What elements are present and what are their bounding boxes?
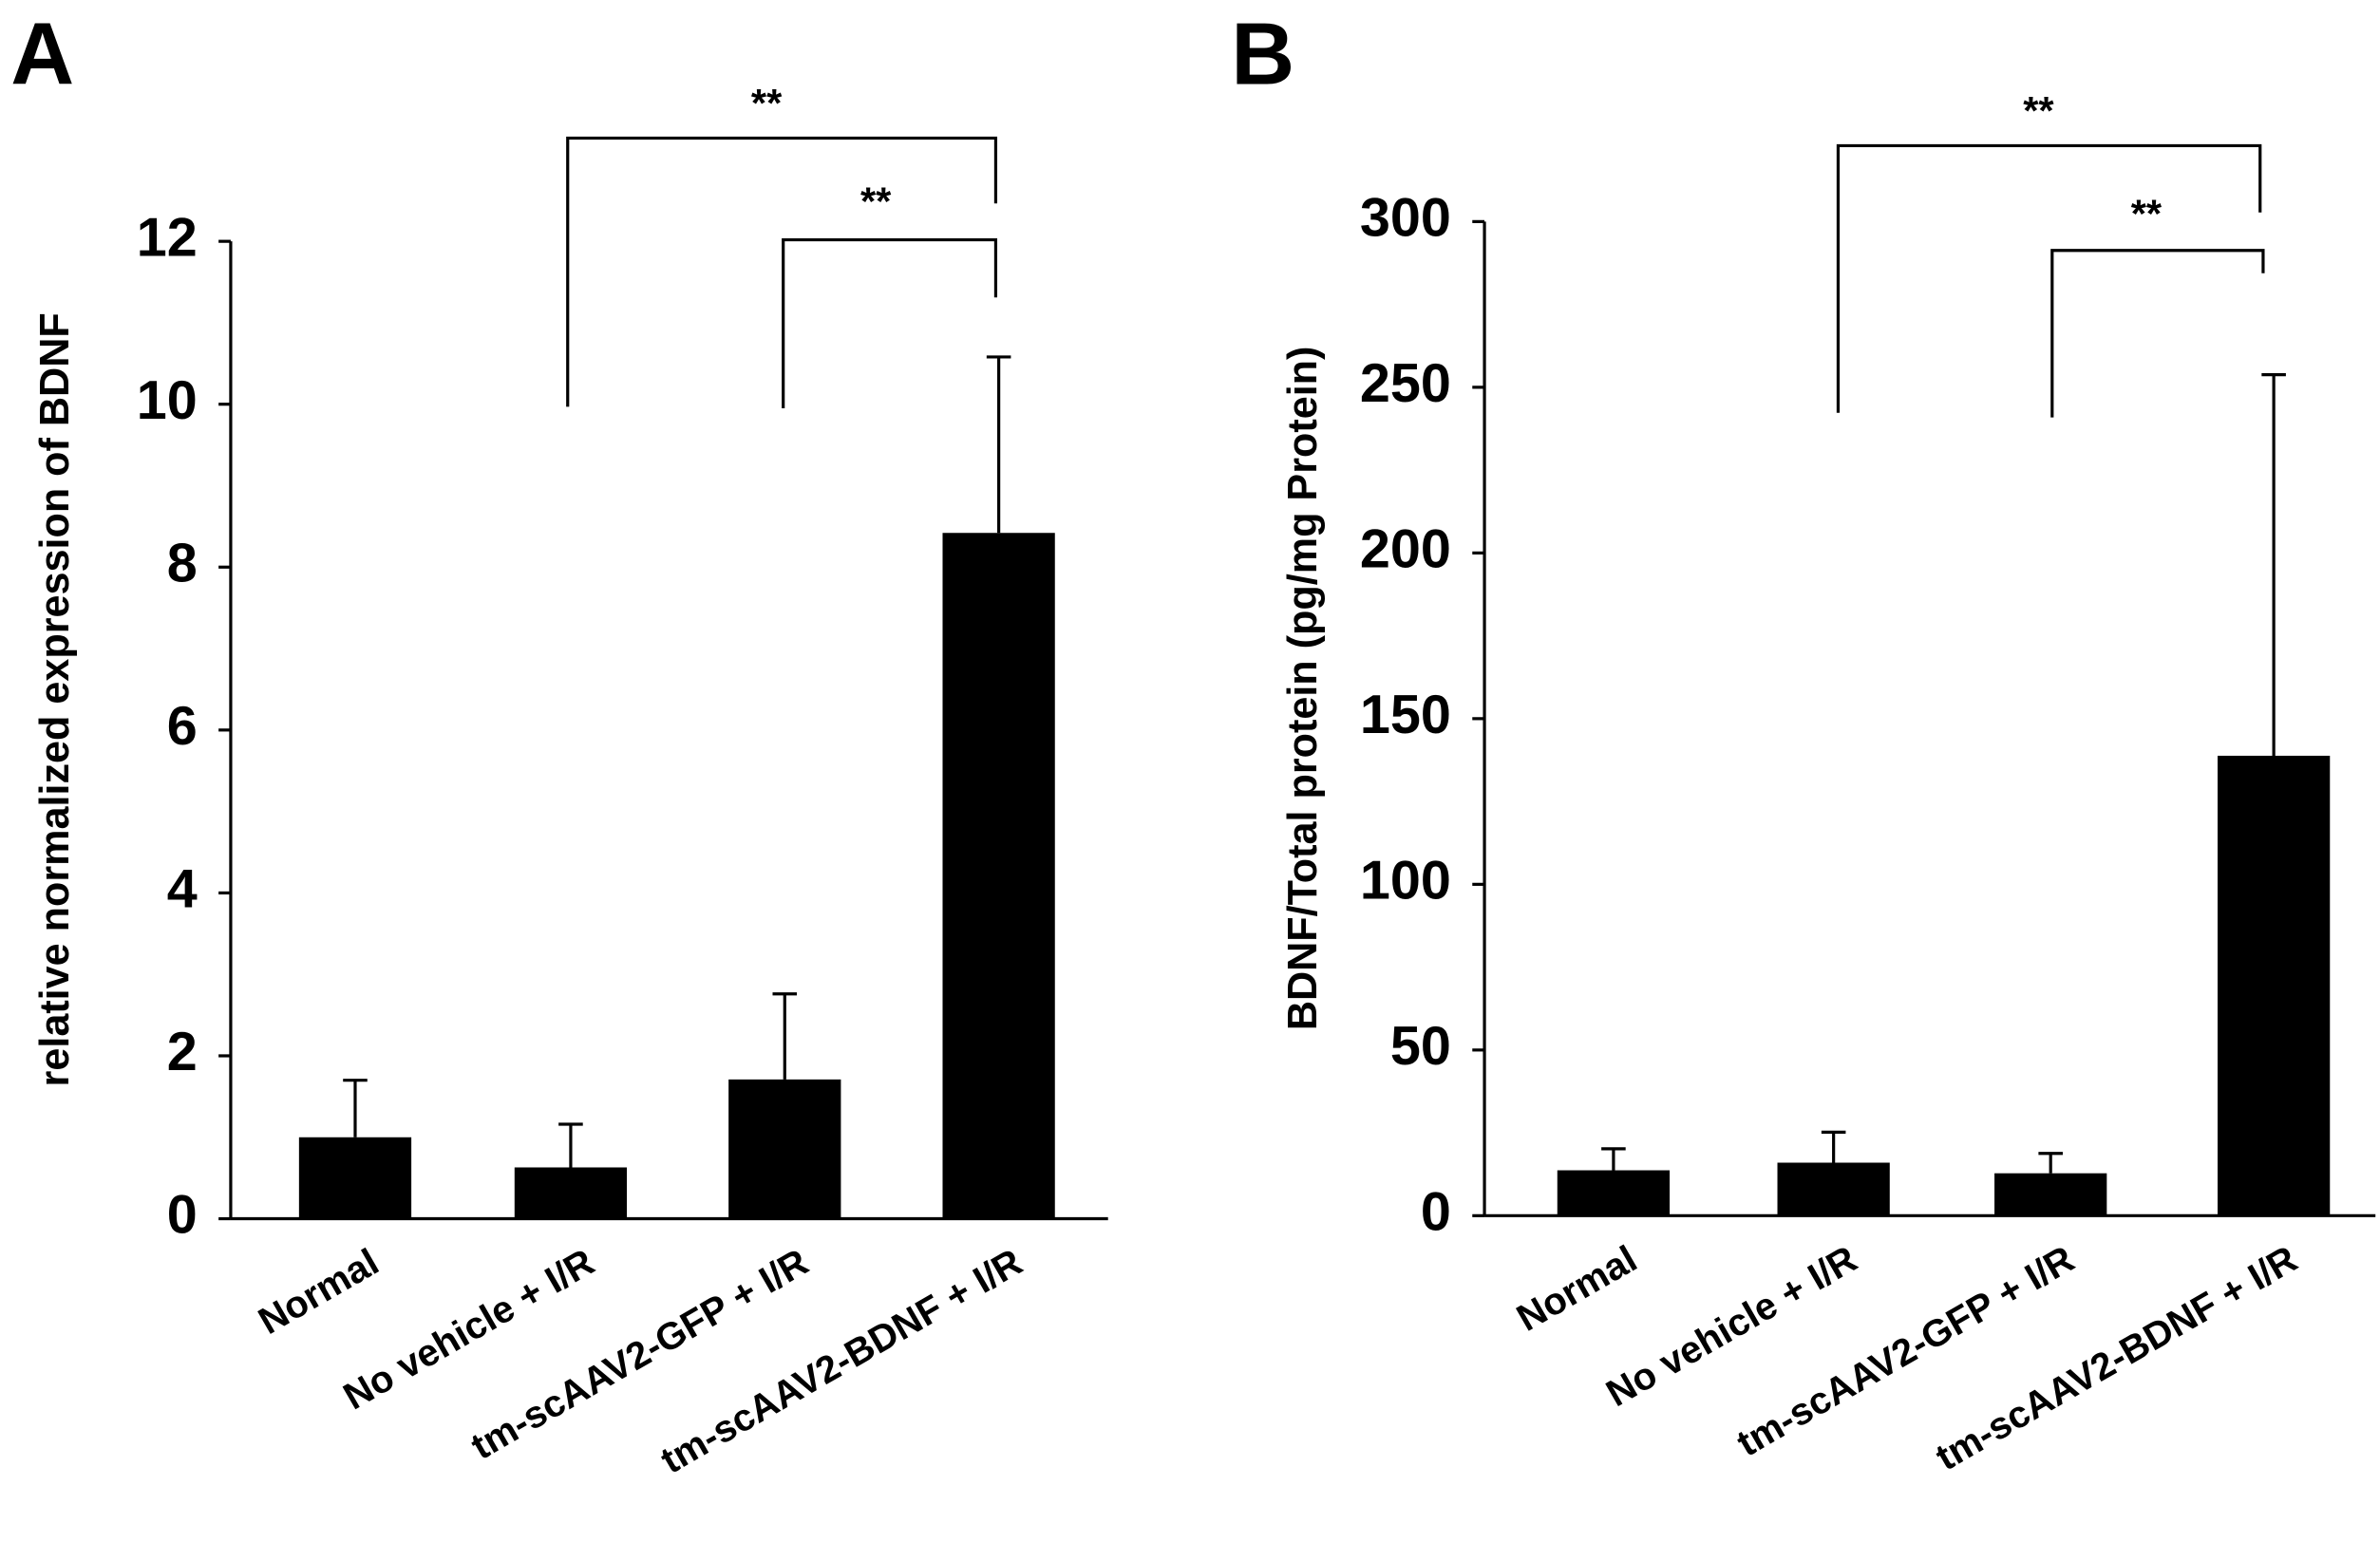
x-tick-label: tm-scAAV2-BDNF + I/R <box>1929 1238 2304 1479</box>
significance-bracket <box>566 136 998 407</box>
y-tick-label: 2 <box>167 1022 198 1082</box>
y-tick-label: 8 <box>167 533 198 593</box>
y-tick-label: 200 <box>1360 519 1451 580</box>
bar <box>1994 1173 2107 1216</box>
y-tick-label: 10 <box>137 370 198 431</box>
x-tick-label: Normal <box>252 1241 386 1343</box>
bar <box>1777 1162 1890 1216</box>
x-tick-label: tm-scAAV2-GFP + I/R <box>464 1241 816 1468</box>
y-tick-label: 150 <box>1360 685 1451 745</box>
bar <box>2217 755 2331 1216</box>
y-tick-label: 0 <box>167 1185 198 1246</box>
y-tick-label: 12 <box>137 207 198 268</box>
bar <box>298 1137 412 1219</box>
bar <box>728 1079 841 1219</box>
y-tick-label: 6 <box>167 696 198 757</box>
significance-label: ** <box>2131 192 2163 236</box>
y-axis-label: relative normalized expression of BDNF <box>32 312 78 1086</box>
y-tick-label: 100 <box>1360 851 1451 912</box>
panel-label: A <box>10 4 74 103</box>
significance-label: ** <box>860 179 892 224</box>
y-tick-label: 4 <box>167 859 198 920</box>
bar <box>1557 1170 1671 1216</box>
y-tick-label: 50 <box>1390 1016 1451 1077</box>
y-axis-label: BDNF/Total protein (pg/mg Protein) <box>1280 347 1326 1031</box>
panel-label: B <box>1231 4 1294 103</box>
significance-bracket <box>2050 249 2265 418</box>
significance-bracket <box>782 237 998 408</box>
bar <box>514 1167 628 1219</box>
x-tick-label: tm-scAAV2-BDNF + I/R <box>654 1241 1029 1482</box>
bar <box>942 533 1055 1219</box>
y-tick-label: 0 <box>1421 1182 1451 1243</box>
significance-bracket <box>1836 143 2262 413</box>
significance-label: ** <box>751 81 783 125</box>
y-tick-label: 250 <box>1360 353 1451 414</box>
significance-label: ** <box>2023 88 2054 133</box>
y-tick-label: 300 <box>1360 188 1451 249</box>
x-tick-label: Normal <box>1510 1238 1644 1340</box>
